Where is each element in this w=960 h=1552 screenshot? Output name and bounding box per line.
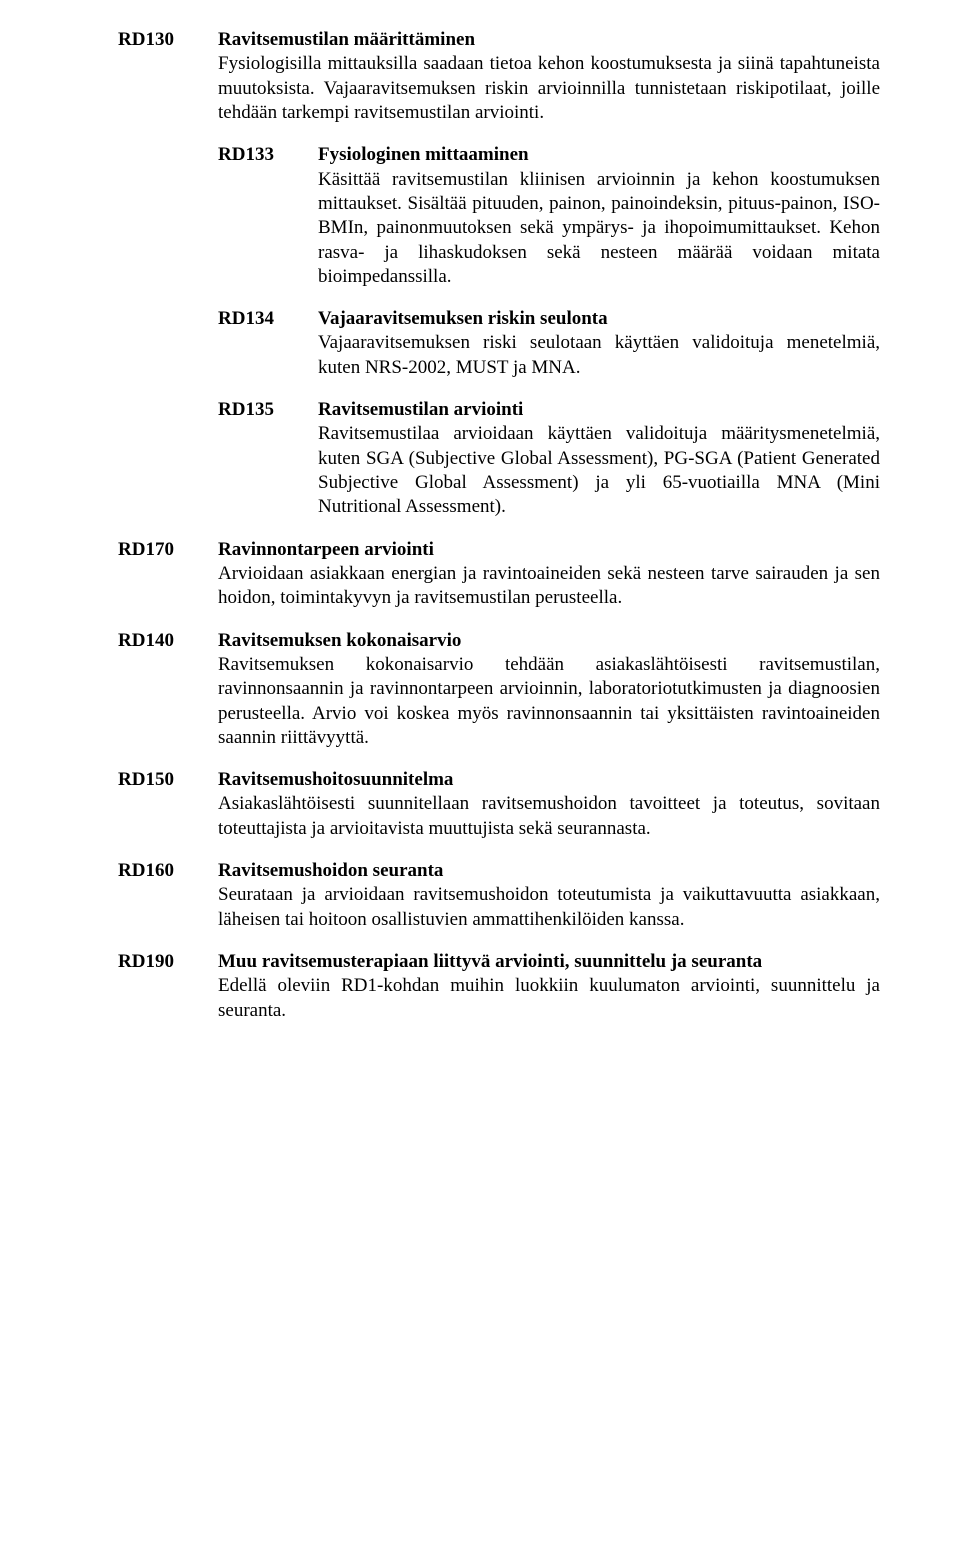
- entry-title: Fysiologinen mittaaminen: [318, 143, 880, 167]
- entry: RD190Muu ravitsemusterapiaan liittyvä ar…: [118, 950, 880, 1023]
- entry-code: RD134: [218, 307, 318, 331]
- entry-title: Ravitsemuksen kokonaisarvio: [218, 629, 880, 653]
- entry-description: Edellä oleviin RD1-kohdan muihin luokkii…: [218, 974, 880, 1023]
- entry-code: RD190: [118, 950, 218, 974]
- entry-body: Vajaaravitsemuksen riskin seulontaVajaar…: [318, 307, 880, 380]
- entry-title: Ravitsemustilan määrittäminen: [218, 28, 880, 52]
- entry-code: RD140: [118, 629, 218, 653]
- entry-code: RD170: [118, 538, 218, 562]
- entry-code: RD160: [118, 859, 218, 883]
- entry-description: Seurataan ja arvioidaan ravitsemushoidon…: [218, 883, 880, 932]
- entry-description: Käsittää ravitsemustilan kliinisen arvio…: [318, 168, 880, 290]
- entry-body: Fysiologinen mittaaminenKäsittää ravitse…: [318, 143, 880, 289]
- entry: RD170Ravinnontarpeen arviointiArvioidaan…: [118, 538, 880, 611]
- entry: RD160Ravitsemushoidon seurantaSeurataan …: [118, 859, 880, 932]
- entry: RD150RavitsemushoitosuunnitelmaAsiakaslä…: [118, 768, 880, 841]
- entry-code: RD150: [118, 768, 218, 792]
- entry-title: Vajaaravitsemuksen riskin seulonta: [318, 307, 880, 331]
- entry-description: Ravitsemuksen kokonaisarvio tehdään asia…: [218, 653, 880, 750]
- entry-body: Muu ravitsemusterapiaan liittyvä arvioin…: [218, 950, 880, 1023]
- entry: RD133Fysiologinen mittaaminenKäsittää ra…: [218, 143, 880, 289]
- entry-description: Fysiologisilla mittauksilla saadaan tiet…: [218, 52, 880, 125]
- entry-body: Ravitsemuksen kokonaisarvioRavitsemuksen…: [218, 629, 880, 751]
- entry-description: Asiakaslähtöisesti suunnitellaan ravitse…: [218, 792, 880, 841]
- entry-title: Ravitsemushoitosuunnitelma: [218, 768, 880, 792]
- entry-body: RavitsemushoitosuunnitelmaAsiakaslähtöis…: [218, 768, 880, 841]
- entry-body: Ravinnontarpeen arviointiArvioidaan asia…: [218, 538, 880, 611]
- entry-description: Arvioidaan asiakkaan energian ja ravinto…: [218, 562, 880, 611]
- entry-code: RD135: [218, 398, 318, 422]
- entry-body: Ravitsemustilan määrittäminenFysiologisi…: [218, 28, 880, 125]
- entry: RD135Ravitsemustilan arviointiRavitsemus…: [218, 398, 880, 520]
- entry-title: Muu ravitsemusterapiaan liittyvä arvioin…: [218, 950, 880, 974]
- entry-title: Ravitsemustilan arviointi: [318, 398, 880, 422]
- entry-title: Ravitsemushoidon seuranta: [218, 859, 880, 883]
- page: RD130Ravitsemustilan määrittäminenFysiol…: [0, 0, 960, 1552]
- entry-body: Ravitsemushoidon seurantaSeurataan ja ar…: [218, 859, 880, 932]
- entry-description: Vajaaravitsemuksen riski seulotaan käytt…: [318, 331, 880, 380]
- entry: RD140Ravitsemuksen kokonaisarvioRavitsem…: [118, 629, 880, 751]
- entry-description: Ravitsemustilaa arvioidaan käyttäen vali…: [318, 422, 880, 519]
- entry-code: RD130: [118, 28, 218, 52]
- entry-body: Ravitsemustilan arviointiRavitsemustilaa…: [318, 398, 880, 520]
- entry: RD130Ravitsemustilan määrittäminenFysiol…: [118, 28, 880, 125]
- entry-code: RD133: [218, 143, 318, 167]
- entry: RD134Vajaaravitsemuksen riskin seulontaV…: [218, 307, 880, 380]
- entry-title: Ravinnontarpeen arviointi: [218, 538, 880, 562]
